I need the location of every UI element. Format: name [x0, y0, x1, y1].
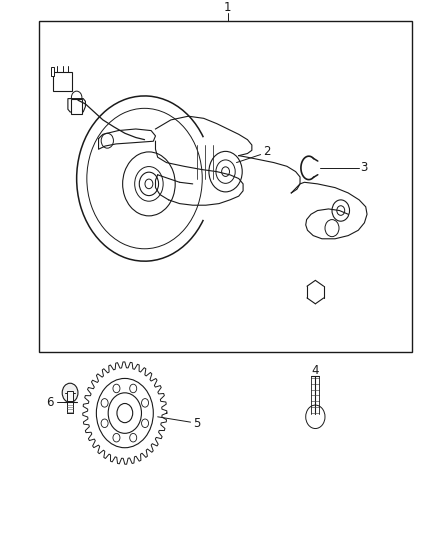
Text: 5: 5 [194, 417, 201, 430]
Text: 3: 3 [360, 161, 367, 174]
Bar [51, 67, 54, 76]
Bar [71, 99, 82, 114]
Bar [67, 391, 73, 401]
Polygon shape [68, 99, 85, 113]
Bar [39, 21, 412, 352]
Bar [53, 72, 72, 91]
Circle shape [62, 383, 78, 402]
Text: 4: 4 [311, 364, 319, 377]
Text: 1: 1 [224, 2, 232, 14]
Text: 6: 6 [46, 396, 54, 409]
Text: 2: 2 [263, 146, 271, 158]
